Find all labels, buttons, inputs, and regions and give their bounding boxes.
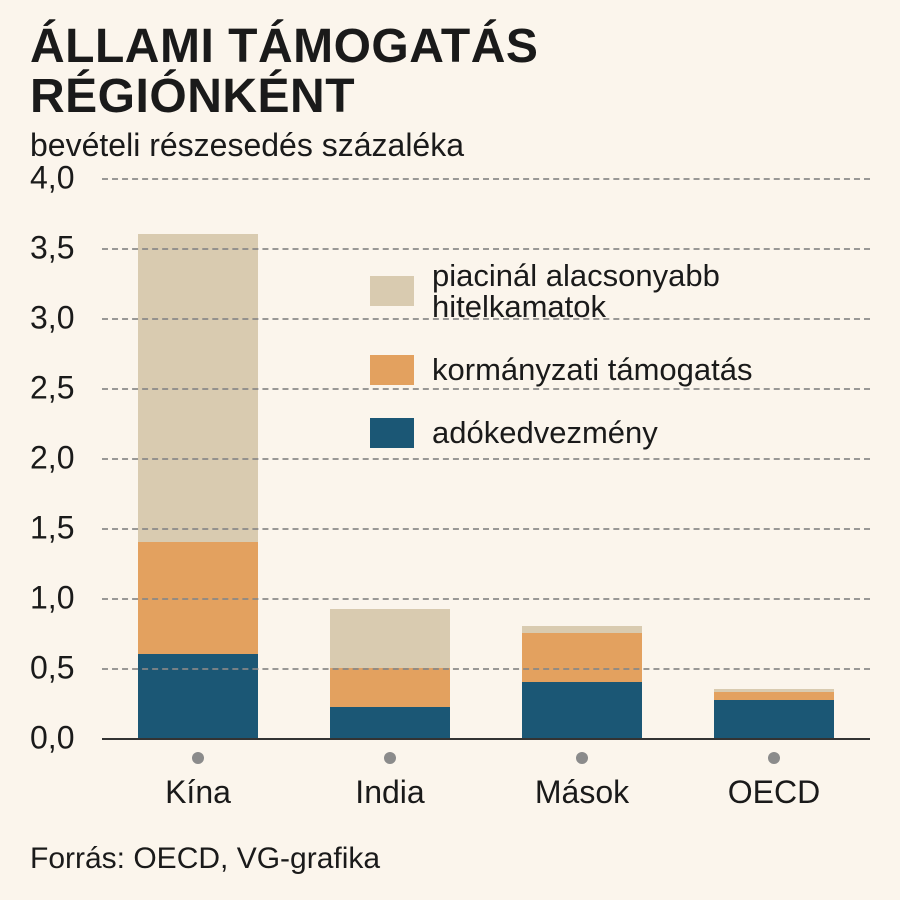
bar-segment-piaci [522, 626, 641, 633]
y-axis: 0,00,51,01,52,02,53,03,54,0 [30, 178, 100, 738]
x-axis-item: India [294, 752, 486, 811]
legend-swatch-icon [370, 276, 414, 306]
legend-swatch-icon [370, 418, 414, 448]
y-tick-label: 2,0 [30, 439, 100, 476]
grid-line [102, 178, 870, 180]
x-axis-dot-icon [192, 752, 204, 764]
x-axis-label: Mások [486, 774, 678, 811]
legend-swatch-icon [370, 355, 414, 385]
bar-segment-kormany [330, 668, 449, 707]
grid-line [102, 248, 870, 250]
bar-segment-ado [714, 700, 833, 738]
x-axis-item: Mások [486, 752, 678, 811]
x-axis-label: India [294, 774, 486, 811]
legend-item: adókedvezmény [370, 417, 900, 448]
bar-segment-kormany [714, 692, 833, 700]
x-axis-label: OECD [678, 774, 870, 811]
x-axis-label: Kína [102, 774, 294, 811]
bar-segment-ado [522, 682, 641, 738]
y-tick-label: 3,5 [30, 229, 100, 266]
bar-segment-piaci [330, 609, 449, 668]
legend: piacinál alacsonyabb hitelkamatok kormány… [370, 260, 900, 480]
x-axis-item: Kína [102, 752, 294, 811]
legend-label: piacinál alacsonyabb hitelkamatok [432, 260, 900, 322]
grid-line [102, 668, 870, 670]
y-tick-label: 2,5 [30, 369, 100, 406]
bar-group [138, 234, 257, 738]
page: ÁLLAMI TÁMOGATÁS RÉGIÓNKÉNT bevételi rés… [0, 0, 900, 900]
y-tick-label: 1,0 [30, 579, 100, 616]
x-axis: KínaIndiaMásokOECD [102, 752, 870, 832]
bar-segment-kormany [522, 633, 641, 682]
bar-group [522, 626, 641, 738]
legend-item: kormányzati támogatás [370, 354, 900, 385]
legend-label: adókedvezmény [432, 417, 658, 448]
bar-segment-ado [330, 707, 449, 738]
x-axis-dot-icon [576, 752, 588, 764]
grid-line [102, 598, 870, 600]
page-subtitle: bevételi részesedés százaléka [30, 127, 870, 164]
bar-segment-ado [138, 654, 257, 738]
y-tick-label: 0,0 [30, 719, 100, 756]
page-title: ÁLLAMI TÁMOGATÁS RÉGIÓNKÉNT [30, 22, 870, 123]
x-axis-item: OECD [678, 752, 870, 811]
y-tick-label: 3,0 [30, 299, 100, 336]
x-axis-dot-icon [768, 752, 780, 764]
y-tick-label: 1,5 [30, 509, 100, 546]
source-text: Forrás: OECD, VG-grafika [30, 842, 380, 876]
bar-group [714, 689, 833, 738]
y-tick-label: 0,5 [30, 649, 100, 686]
grid-line [102, 528, 870, 530]
legend-item: piacinál alacsonyabb hitelkamatok [370, 260, 900, 322]
legend-label: kormányzati támogatás [432, 354, 752, 385]
bar-group [330, 609, 449, 738]
x-axis-dot-icon [384, 752, 396, 764]
y-tick-label: 4,0 [30, 159, 100, 196]
